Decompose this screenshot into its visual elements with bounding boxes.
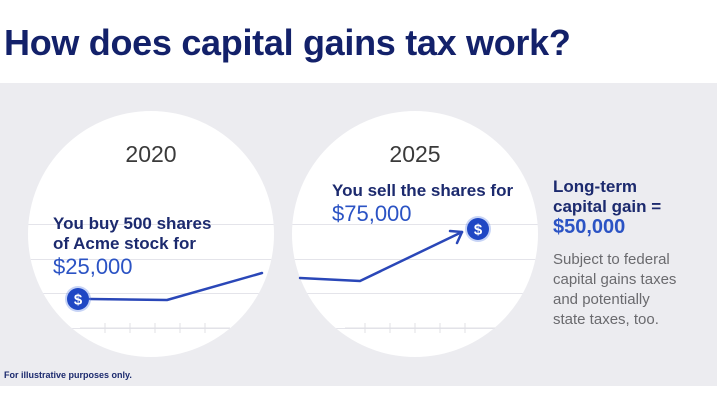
step-circle-2020: 2020 You buy 500 shares of Acme stock fo…	[28, 111, 274, 357]
tax-note: Subject to federal capital gains taxes a…	[553, 250, 713, 330]
dollar-coin-icon: $	[465, 216, 491, 242]
svg-text:$: $	[474, 222, 483, 239]
year-label: 2020	[125, 141, 177, 167]
buy-description-line: of Acme stock for	[53, 234, 196, 253]
page-title: How does capital gains tax work?	[4, 22, 571, 63]
capital-gain-label: Long-term capital gain =	[553, 177, 661, 217]
gridline	[28, 224, 274, 225]
sell-description: You sell the shares for	[332, 181, 514, 200]
gridline	[292, 293, 538, 294]
svg-text:$: $	[74, 292, 83, 309]
gridline	[292, 259, 538, 260]
tax-note-line: capital gains taxes	[553, 271, 677, 288]
buy-description: You buy 500 shares of Acme stock for	[53, 214, 211, 254]
tax-note-line: and potentially	[553, 291, 650, 308]
tax-note-line: state taxes, too.	[553, 311, 659, 328]
gridline	[292, 224, 538, 225]
dollar-coin-icon: $	[65, 286, 91, 312]
tax-note-line: Subject to federal	[553, 251, 670, 268]
step-circle-2025: 2025 You sell the shares for $75,000	[292, 111, 538, 357]
gridline	[28, 293, 274, 294]
gridline	[28, 259, 274, 260]
capital-gain-label-line: capital gain =	[553, 197, 662, 216]
year-label: 2025	[389, 141, 441, 167]
sell-amount: $75,000	[332, 201, 412, 226]
disclaimer: For illustrative purposes only.	[4, 370, 132, 380]
capital-gain-amount: $50,000	[553, 216, 626, 238]
buy-amount: $25,000	[53, 254, 133, 279]
buy-description-line: You buy 500 shares	[53, 214, 212, 233]
capital-gain-label-line: Long-term	[553, 177, 638, 196]
